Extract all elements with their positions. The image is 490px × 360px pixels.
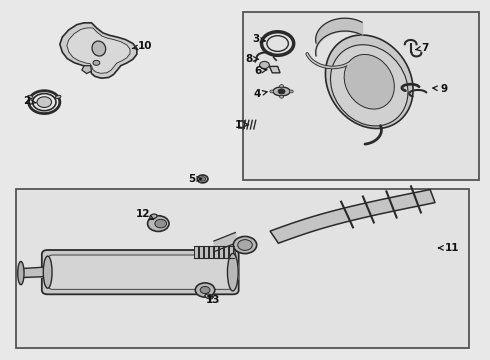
Circle shape [280, 85, 284, 87]
Text: 11: 11 [439, 243, 459, 253]
Polygon shape [60, 23, 137, 78]
Ellipse shape [150, 214, 157, 219]
Ellipse shape [27, 95, 33, 99]
Text: 1: 1 [235, 120, 248, 130]
Circle shape [197, 175, 208, 183]
Circle shape [196, 283, 215, 297]
Circle shape [278, 89, 285, 94]
Circle shape [200, 287, 210, 294]
Text: 9: 9 [433, 84, 447, 94]
Circle shape [93, 60, 100, 65]
Ellipse shape [43, 256, 52, 288]
Circle shape [200, 177, 205, 181]
Bar [214, 247, 218, 258]
Text: 12: 12 [135, 209, 154, 219]
Text: 7: 7 [416, 43, 429, 53]
Circle shape [233, 237, 257, 253]
Bar [199, 247, 203, 258]
Bar [219, 247, 223, 258]
Bar [16, 189, 469, 348]
Circle shape [37, 97, 51, 108]
Text: 10: 10 [132, 41, 152, 51]
Ellipse shape [331, 45, 408, 126]
Circle shape [280, 95, 284, 98]
Circle shape [289, 90, 293, 93]
Ellipse shape [344, 54, 394, 109]
Text: 13: 13 [206, 295, 220, 305]
Circle shape [155, 219, 167, 228]
Polygon shape [82, 66, 92, 73]
Ellipse shape [18, 261, 24, 285]
FancyBboxPatch shape [49, 255, 232, 289]
Circle shape [260, 62, 270, 68]
Ellipse shape [273, 87, 290, 96]
Text: 5: 5 [188, 174, 201, 184]
Bar [209, 247, 213, 258]
Text: 6: 6 [254, 66, 267, 76]
Circle shape [270, 90, 274, 93]
Text: 3: 3 [252, 34, 265, 44]
Circle shape [238, 240, 252, 250]
Bar [229, 247, 233, 258]
Bar [194, 247, 198, 258]
Polygon shape [270, 189, 435, 243]
Ellipse shape [325, 35, 413, 129]
Circle shape [147, 216, 169, 231]
Text: 8: 8 [245, 54, 258, 64]
Text: 2: 2 [23, 96, 36, 107]
Ellipse shape [92, 41, 106, 56]
Polygon shape [67, 28, 130, 73]
Text: 4: 4 [253, 89, 267, 99]
Polygon shape [270, 66, 280, 73]
Ellipse shape [55, 95, 61, 99]
Bar [243, 12, 479, 180]
Ellipse shape [205, 294, 213, 299]
FancyBboxPatch shape [42, 250, 239, 294]
Bar [224, 247, 228, 258]
Ellipse shape [227, 253, 238, 291]
Bar [204, 247, 208, 258]
